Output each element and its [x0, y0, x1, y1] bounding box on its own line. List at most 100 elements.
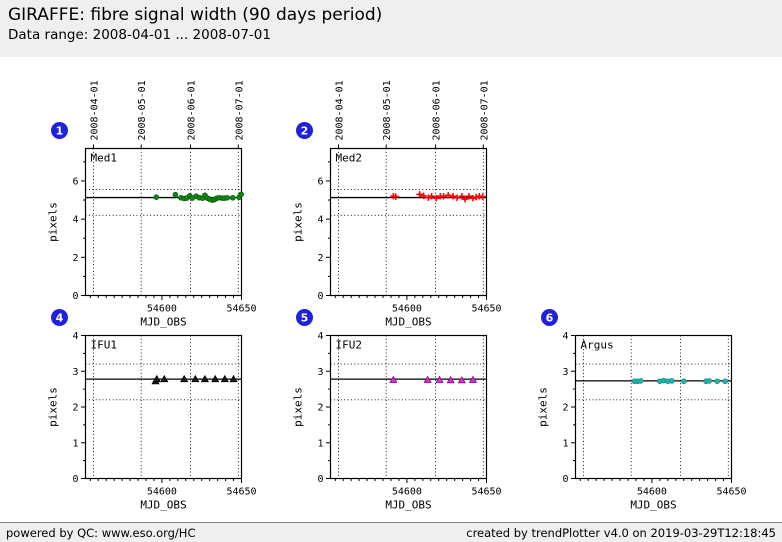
y-axis-label: pixels	[47, 387, 60, 427]
data-point	[453, 194, 461, 201]
data-point	[465, 193, 473, 200]
data-point	[428, 193, 435, 200]
data-point	[238, 191, 244, 198]
data-point	[224, 194, 230, 201]
data-range-subtitle: Data range: 2008-04-01 ... 2008-07-01	[8, 27, 271, 43]
data-point	[200, 374, 209, 383]
y-tick-label: 2	[317, 403, 323, 414]
data-point	[191, 374, 200, 383]
y-tick-label: 2	[317, 253, 323, 264]
data-point	[469, 194, 477, 202]
data-point	[680, 378, 687, 385]
plot-title: Argus	[581, 339, 614, 352]
plot-number-badge	[51, 122, 68, 139]
axes-frame	[574, 334, 733, 480]
date-tick-label: 2008-06-01	[187, 80, 198, 140]
data-point	[457, 375, 466, 384]
y-tick-label: 2	[72, 253, 78, 264]
plot-title: Med2	[336, 152, 363, 165]
plot-number: 1	[56, 125, 64, 138]
data-point	[172, 191, 179, 198]
y-axis-label: pixels	[537, 387, 550, 427]
x-axis-label: MJD_OBS	[385, 316, 431, 329]
y-tick-label: 4	[72, 331, 78, 342]
plot-number-badge	[51, 309, 68, 326]
data-point	[461, 195, 469, 203]
date-tick-label: 2008-07-01	[479, 80, 490, 140]
date-tick-label: 2008-04-01	[89, 80, 100, 140]
x-axis-label: MJD_OBS	[630, 499, 676, 512]
plot-number-badge	[296, 309, 313, 326]
data-point	[423, 375, 432, 383]
x-tick-label: 54600	[147, 487, 177, 498]
x-tick-label: 54650	[471, 304, 501, 315]
plot-number: 6	[546, 312, 554, 325]
y-tick-label: 2	[562, 403, 568, 414]
axes-frame	[84, 147, 243, 297]
y-tick-label: 0	[72, 291, 78, 302]
y-axis-label: pixels	[292, 387, 305, 427]
plot-number: 5	[301, 312, 309, 325]
x-axis-label: MJD_OBS	[140, 499, 186, 512]
axes-frame	[84, 334, 243, 480]
data-point	[420, 192, 427, 200]
y-tick-label: 1	[317, 438, 323, 449]
axes-frame	[329, 147, 488, 297]
data-point	[446, 375, 455, 384]
plot-number: 2	[301, 125, 309, 138]
data-point	[389, 375, 398, 383]
plot-number-badge	[296, 122, 313, 139]
y-tick-label: 4	[317, 331, 323, 342]
data-point	[220, 374, 229, 383]
data-point	[416, 191, 423, 198]
data-point	[637, 378, 644, 384]
data-point	[468, 375, 478, 383]
data-point	[180, 374, 189, 383]
data-point	[153, 194, 160, 200]
date-tick-label: 2008-05-01	[137, 80, 148, 140]
page-title: GIRAFFE: fibre signal width (90 days per…	[8, 5, 383, 25]
plot-title: IFU2	[336, 339, 363, 352]
plot-title: Med1	[91, 152, 118, 165]
y-tick-label: 6	[317, 176, 323, 187]
y-tick-label: 1	[562, 438, 568, 449]
date-tick-label: 2008-05-01	[382, 80, 393, 140]
header: GIRAFFE: fibre signal width (90 days per…	[0, 0, 782, 57]
x-tick-label: 54600	[637, 487, 667, 498]
y-tick-label: 6	[72, 176, 78, 187]
plot-med1: 2008-04-01 2008-05-01 2008-06-01 2008-07-01…	[47, 80, 257, 328]
data-point	[714, 378, 720, 385]
x-axis-label: MJD_OBS	[385, 499, 431, 512]
y-tick-label: 0	[317, 291, 323, 302]
data-point	[445, 192, 452, 199]
y-tick-label: 4	[317, 215, 323, 226]
data-point	[160, 374, 169, 383]
y-axis-label: pixels	[292, 202, 305, 242]
data-point	[435, 375, 444, 383]
data-point	[229, 374, 238, 383]
data-point	[433, 194, 440, 202]
data-point	[392, 193, 399, 200]
date-tick-label: 2008-06-01	[432, 80, 443, 140]
x-axis-label: MJD_OBS	[140, 316, 186, 329]
data-point	[449, 193, 457, 200]
footer-powered-by: powered by QC: www.eso.org/HC	[6, 525, 196, 540]
data-point	[669, 378, 675, 384]
axes-frame	[329, 334, 488, 480]
y-tick-label: 3	[72, 367, 78, 378]
plot-med2: 2008-04-01 2008-05-01 2008-06-01 2008-07-01…	[292, 80, 502, 328]
plot-argus: 54600 54650 0 1 2 3 4 Argus MJD_OBS pixels 6	[537, 309, 747, 512]
y-tick-label: 0	[72, 474, 78, 485]
x-tick-label: 54650	[226, 487, 256, 498]
y-tick-label: 0	[562, 474, 568, 485]
plot-title: IFU1	[91, 339, 118, 352]
y-tick-label: 3	[317, 367, 323, 378]
date-tick-label: 2008-07-01	[234, 80, 245, 140]
x-tick-label: 54600	[392, 487, 422, 498]
x-tick-label: 54600	[147, 304, 177, 315]
y-tick-label: 3	[562, 367, 568, 378]
